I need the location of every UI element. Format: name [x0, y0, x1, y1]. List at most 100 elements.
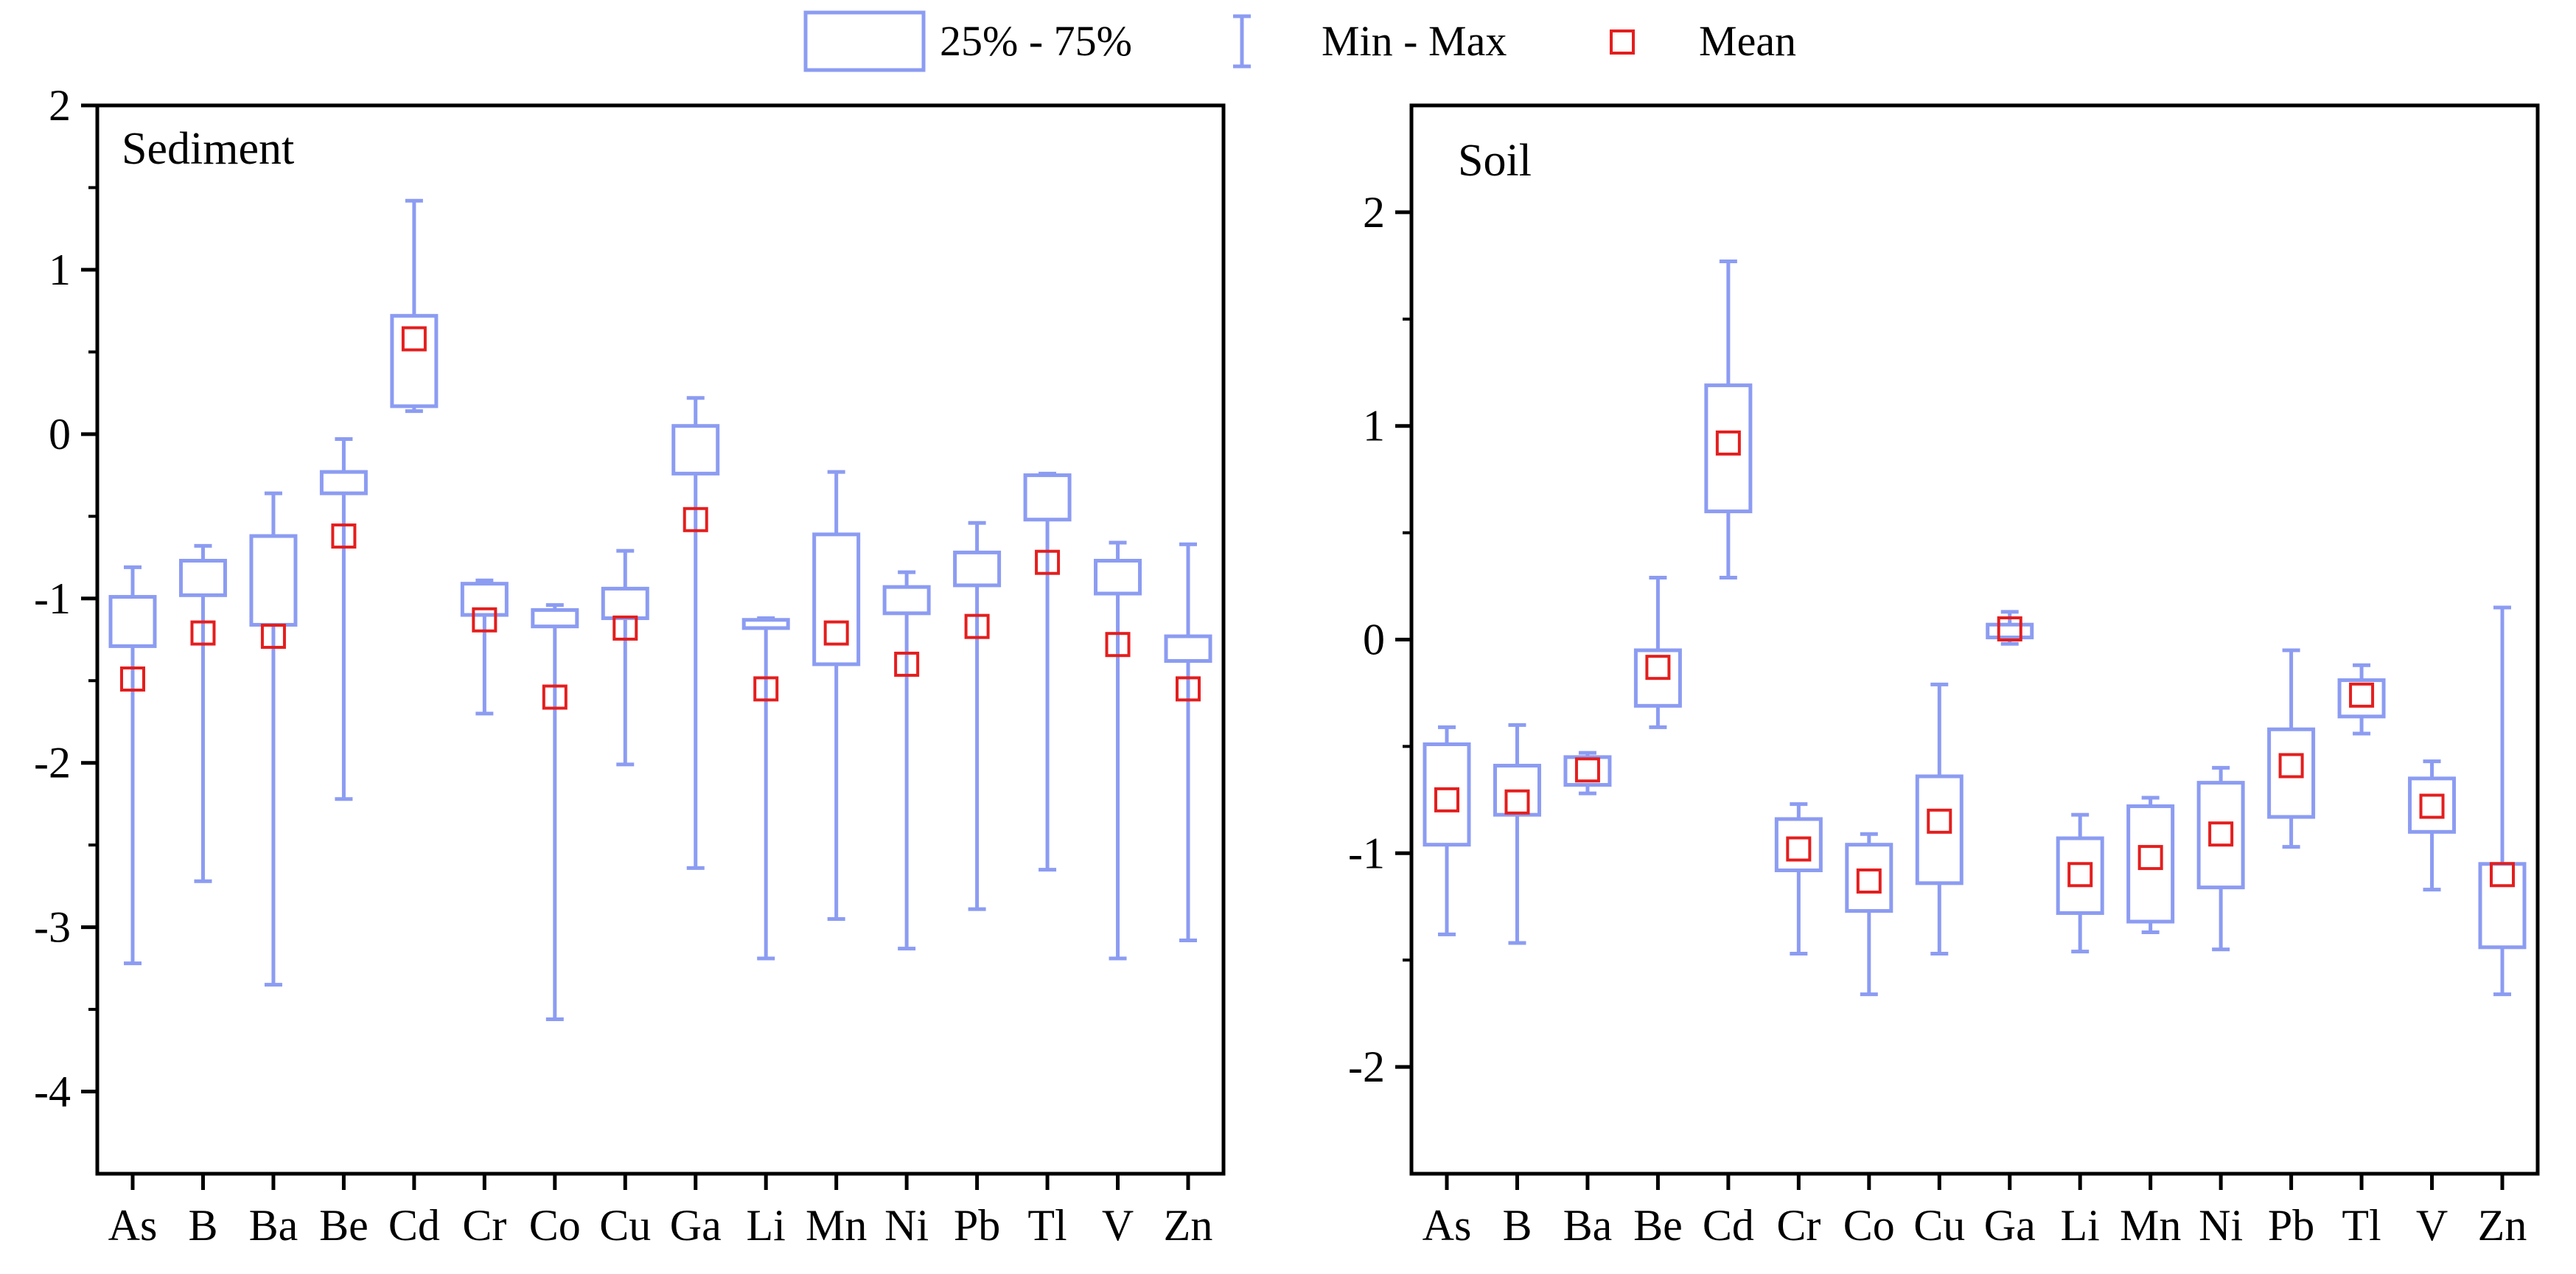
sediment-x-tick-label-zn: Zn — [1164, 1201, 1213, 1250]
mean-marker — [1856, 868, 1882, 894]
sediment-y-tick-label: -1 — [34, 574, 71, 623]
legend-mean-swatch — [1610, 29, 1635, 55]
mean-marker — [964, 613, 990, 639]
mean-marker — [190, 620, 216, 646]
mean-marker — [1997, 616, 2022, 642]
iqr-box — [882, 585, 931, 616]
soil-y-tick-label: 0 — [1363, 616, 1385, 664]
mean-marker — [2067, 862, 2093, 888]
sediment-box-ga — [671, 396, 720, 870]
mean-marker — [2208, 821, 2234, 847]
mean-marker — [542, 684, 568, 710]
iqr-box — [108, 595, 157, 648]
soil-box-ba — [1563, 751, 1612, 796]
sediment-y-tick-label: -3 — [34, 903, 71, 952]
iqr-box — [601, 586, 649, 621]
iqr-box — [2196, 781, 2245, 890]
mean-marker — [472, 607, 498, 633]
soil-x-tick-label-cd: Cd — [1703, 1201, 1754, 1250]
soil-y-tick-label: 1 — [1363, 402, 1385, 450]
mean-marker — [2278, 753, 2304, 779]
mean-marker — [1786, 836, 1812, 862]
sediment-x-tick-label-li: Li — [747, 1201, 786, 1250]
mean-marker — [1105, 632, 1131, 658]
soil-x-tick-label-li: Li — [2061, 1201, 2100, 1250]
sediment-y-tick-label: 1 — [49, 246, 71, 294]
soil-box-mn — [2126, 796, 2175, 935]
iqr-box — [2267, 727, 2316, 819]
sediment-x-tick-label-pb: Pb — [954, 1201, 1000, 1250]
sediment-y-tick-label: 2 — [49, 81, 71, 130]
sediment-box-li — [741, 616, 790, 961]
mean-marker — [1434, 787, 1459, 812]
sediment-x-tick-label-as: As — [108, 1201, 158, 1250]
sediment-x-tick-label-v: V — [1102, 1201, 1134, 1250]
soil-plot-frame — [1409, 103, 2540, 1176]
mean-marker — [612, 615, 638, 641]
soil-box-zn — [2478, 605, 2527, 997]
sediment-box-cu — [601, 549, 649, 767]
sediment-x-tick-label-cd: Cd — [388, 1201, 440, 1250]
soil-x-tick-label-ga: Ga — [1984, 1201, 2036, 1250]
sediment-box-ba — [249, 491, 298, 987]
soil-panel-title: Soil — [1458, 136, 1532, 186]
legend-mean-label: Mean — [1699, 17, 1796, 65]
soil-x-tick-label-co: Co — [1843, 1201, 1895, 1250]
sediment-x-tick-label-ga: Ga — [670, 1201, 722, 1250]
mean-marker — [1176, 676, 1201, 702]
soil-x-tick-label-ba: Ba — [1563, 1201, 1613, 1250]
iqr-box — [1704, 383, 1753, 514]
soil-box-ga — [1986, 610, 2034, 646]
legend-whisker-label: Min - Max — [1322, 17, 1507, 65]
mean-marker — [120, 666, 145, 692]
soil-box-v — [2408, 759, 2457, 892]
sediment-y-tick-label: -2 — [34, 739, 71, 787]
soil-x-tick-label-be: Be — [1633, 1201, 1683, 1250]
soil-y-tick-label: -2 — [1348, 1042, 1385, 1091]
mean-marker — [260, 624, 286, 650]
soil-x-tick-label-cu: Cu — [1913, 1201, 1965, 1250]
sediment-box-v — [1094, 540, 1142, 961]
sediment-box-tl — [1023, 471, 1072, 872]
iqr-box — [1164, 634, 1212, 663]
soil-x-tick-label-zn: Zn — [2478, 1201, 2527, 1250]
mean-marker — [753, 676, 779, 702]
soil-x-tick-label-tl: Tl — [2342, 1201, 2381, 1250]
mean-marker — [2137, 845, 2163, 871]
iqr-box — [741, 618, 790, 630]
mean-marker — [331, 523, 357, 549]
sediment-y-tick-label: 0 — [49, 410, 71, 459]
mean-marker — [2419, 793, 2445, 819]
iqr-box — [1774, 817, 1823, 872]
soil-box-cu — [1915, 682, 1964, 956]
soil-box-cr — [1774, 802, 1823, 956]
sediment-box-as — [108, 565, 157, 966]
soil-box-tl — [2337, 663, 2386, 736]
sediment-box-b — [178, 543, 227, 883]
mean-marker — [1035, 549, 1061, 575]
soil-box-li — [2056, 812, 2104, 954]
sediment-box-mn — [812, 470, 861, 921]
sediment-boxes — [108, 198, 1212, 1021]
soil-y-tick-label: 2 — [1363, 188, 1385, 237]
soil-box-ni — [2196, 765, 2245, 952]
mean-marker — [1645, 655, 1671, 680]
mean-marker — [2349, 682, 2375, 708]
sediment-x-tick-label-ba: Ba — [249, 1201, 299, 1250]
sediment-x-tick-label-cr: Cr — [462, 1201, 506, 1250]
iqr-box — [1563, 755, 1612, 787]
iqr-box — [2408, 776, 2457, 834]
sediment-x-axis: As B Ba Be Cd Cr Co Cu Ga Li Mn Ni Pb Tl V Zn — [108, 1174, 1213, 1250]
sediment-x-tick-label-be: Be — [319, 1201, 369, 1250]
iqr-box — [1094, 558, 1142, 596]
sediment-x-tick-label-tl: Tl — [1027, 1201, 1067, 1250]
sediment-box-cd — [390, 198, 439, 414]
sediment-panel: Sediment -4 -3 -2 -1 0 1 2 As B Ba Be Cd Cr Co Cu Ga Li… — [34, 81, 1226, 1250]
soil-box-pb — [2267, 648, 2316, 849]
soil-x-axis: As B Ba Be Cd Cr Co Cu Ga Li Mn Ni Pb Tl V Zn — [1423, 1174, 2527, 1250]
iqr-box — [2056, 836, 2104, 915]
mean-marker — [2490, 862, 2515, 888]
mean-marker — [1504, 789, 1530, 815]
iqr-box — [1023, 473, 1072, 522]
soil-boxes — [1423, 260, 2527, 997]
